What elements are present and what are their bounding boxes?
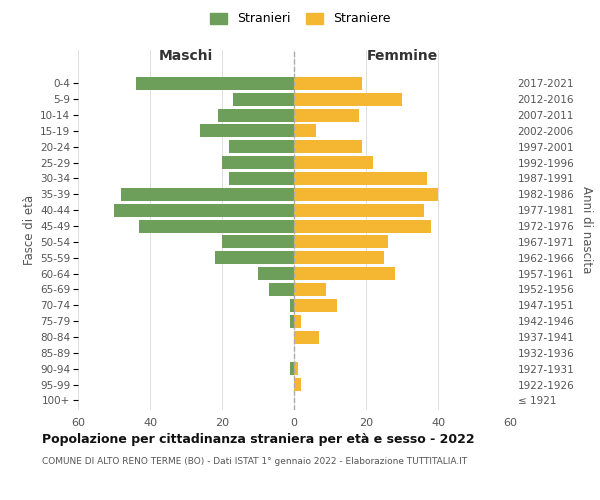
- Bar: [114, 204, 294, 216]
- Bar: [229, 140, 294, 153]
- Bar: [215, 252, 294, 264]
- Bar: [290, 314, 294, 328]
- Bar: [294, 314, 301, 328]
- Text: COMUNE DI ALTO RENO TERME (BO) - Dati ISTAT 1° gennaio 2022 - Elaborazione TUTTI: COMUNE DI ALTO RENO TERME (BO) - Dati IS…: [42, 458, 467, 466]
- Bar: [136, 77, 294, 90]
- Text: Maschi: Maschi: [159, 48, 213, 62]
- Bar: [294, 378, 301, 391]
- Bar: [294, 299, 337, 312]
- Bar: [294, 204, 424, 216]
- Bar: [229, 172, 294, 185]
- Text: Popolazione per cittadinanza straniera per età e sesso - 2022: Popolazione per cittadinanza straniera p…: [42, 432, 475, 446]
- Bar: [294, 330, 319, 344]
- Bar: [222, 236, 294, 248]
- Bar: [139, 220, 294, 232]
- Bar: [294, 188, 438, 201]
- Bar: [269, 283, 294, 296]
- Legend: Stranieri, Straniere: Stranieri, Straniere: [206, 8, 394, 29]
- Text: Femmine: Femmine: [367, 48, 437, 62]
- Bar: [258, 267, 294, 280]
- Bar: [294, 92, 402, 106]
- Bar: [294, 220, 431, 232]
- Bar: [121, 188, 294, 201]
- Bar: [294, 236, 388, 248]
- Bar: [294, 267, 395, 280]
- Bar: [290, 299, 294, 312]
- Bar: [294, 362, 298, 376]
- Bar: [294, 77, 362, 90]
- Y-axis label: Anni di nascita: Anni di nascita: [580, 186, 593, 274]
- Bar: [294, 283, 326, 296]
- Bar: [290, 362, 294, 376]
- Bar: [233, 92, 294, 106]
- Bar: [200, 124, 294, 138]
- Bar: [294, 108, 359, 122]
- Bar: [222, 156, 294, 169]
- Y-axis label: Fasce di età: Fasce di età: [23, 195, 36, 265]
- Bar: [294, 156, 373, 169]
- Bar: [294, 172, 427, 185]
- Bar: [294, 252, 384, 264]
- Bar: [294, 140, 362, 153]
- Bar: [218, 108, 294, 122]
- Bar: [294, 124, 316, 138]
